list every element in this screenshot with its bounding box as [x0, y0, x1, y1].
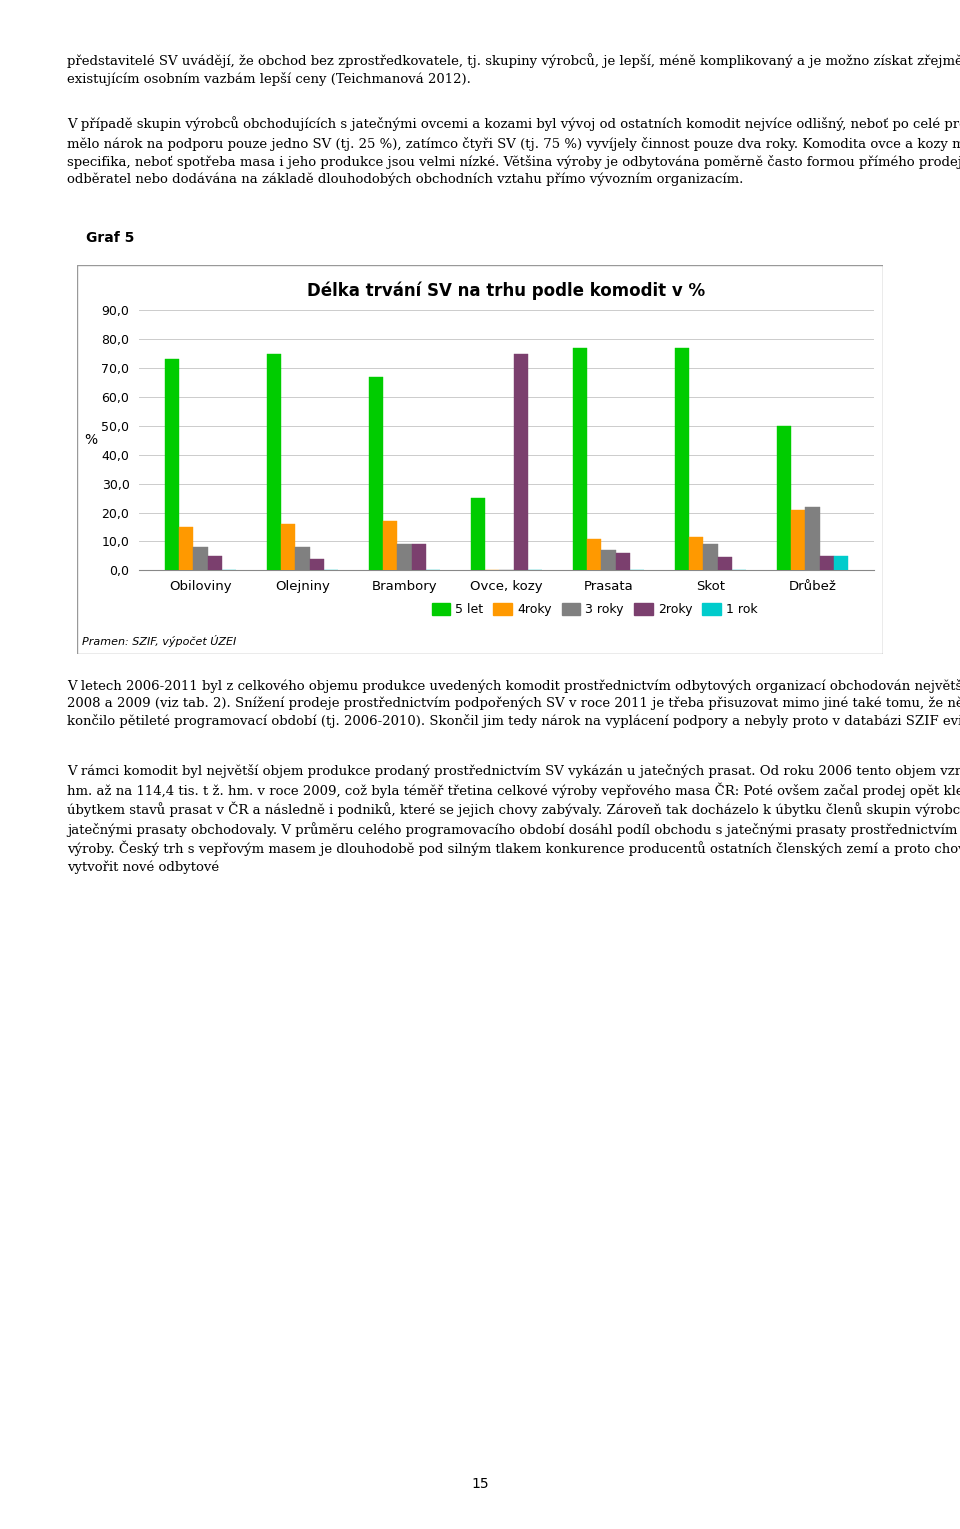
Bar	[179, 528, 193, 570]
Bar	[165, 359, 179, 570]
Legend: 5 let, 4roky, 3 roky, 2roky, 1 rok: 5 let, 4roky, 3 roky, 2roky, 1 rok	[426, 598, 762, 621]
Bar	[573, 349, 587, 570]
Text: 15: 15	[471, 1477, 489, 1491]
Bar	[704, 544, 717, 570]
Bar	[281, 524, 296, 570]
Bar	[791, 509, 805, 570]
Bar	[309, 558, 324, 570]
Bar	[834, 557, 848, 570]
Bar	[207, 557, 222, 570]
Bar	[675, 349, 689, 570]
Bar	[397, 544, 412, 570]
Text: Graf 5: Graf 5	[86, 231, 134, 245]
Bar	[383, 521, 397, 570]
Bar	[820, 557, 834, 570]
Bar	[470, 498, 485, 570]
Bar	[587, 538, 601, 570]
Bar	[369, 376, 383, 570]
Text: představitelé SV uvádějí, že obchod bez zprostředkovatele, tj. skupiny výrobců, : představitelé SV uvádějí, že obchod bez …	[67, 54, 960, 86]
Title: Délka trvání SV na trhu podle komodit v %: Délka trvání SV na trhu podle komodit v …	[307, 281, 706, 301]
Bar	[615, 553, 630, 570]
Bar	[296, 547, 309, 570]
Bar	[267, 353, 281, 570]
Text: V letech 2006-2011 byl z celkového objemu produkce uvedených komodit prostřednic: V letech 2006-2011 byl z celkového objem…	[67, 679, 960, 728]
Text: Pramen: SZIF, výpočet ÚZEI: Pramen: SZIF, výpočet ÚZEI	[82, 635, 236, 647]
Bar	[717, 558, 732, 570]
Bar	[805, 506, 820, 570]
Text: V rámci komodit byl největší objem produkce prodaný prostřednictvím SV vykázán u: V rámci komodit byl největší objem produ…	[67, 764, 960, 873]
Bar	[412, 544, 426, 570]
Bar	[193, 547, 207, 570]
Y-axis label: %: %	[84, 433, 97, 448]
Bar	[601, 550, 615, 570]
Bar	[689, 537, 704, 570]
Bar	[777, 427, 791, 570]
Bar	[514, 353, 528, 570]
Text: V případě skupin výrobců obchodujících s jatečnými ovcemi a kozami byl vývoj od : V případě skupin výrobců obchodujících s…	[67, 116, 960, 187]
